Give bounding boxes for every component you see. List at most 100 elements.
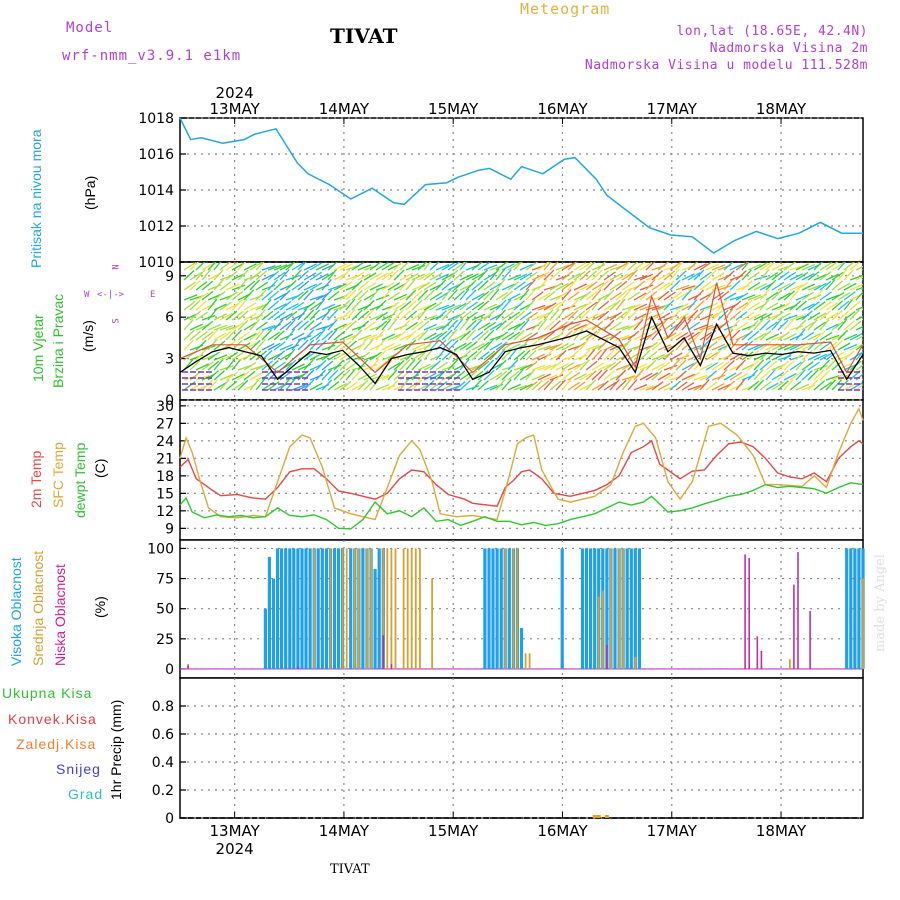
wind-barb xyxy=(795,282,809,291)
wind-barb xyxy=(597,363,611,371)
wind-barb xyxy=(249,314,264,321)
wind-barb xyxy=(183,294,198,301)
wind-barb xyxy=(261,310,274,321)
wind-barb xyxy=(399,279,410,291)
wind-barb xyxy=(825,359,837,371)
wind-barb xyxy=(375,338,386,351)
wind-barb xyxy=(255,281,269,291)
wind-barb xyxy=(633,318,644,331)
wind-barb xyxy=(567,309,579,321)
wind-barb xyxy=(657,272,671,281)
wind-barb xyxy=(795,328,806,341)
wind-barb xyxy=(249,330,262,341)
wind-barb xyxy=(657,262,670,271)
wind-barb xyxy=(651,321,664,331)
wind-barb xyxy=(783,271,797,281)
wind-barb xyxy=(729,263,743,271)
wind-barb xyxy=(783,314,798,321)
wind-barb xyxy=(807,271,820,281)
wind-barb xyxy=(573,354,588,361)
wind-barb xyxy=(813,301,826,311)
wind-barb xyxy=(465,319,477,331)
wind-barb xyxy=(273,361,286,371)
ytick-label: 12 xyxy=(156,504,174,520)
wind-barb xyxy=(375,272,389,281)
wind-barb xyxy=(183,313,197,321)
wind-barb xyxy=(729,371,743,381)
cloud-mid-bar xyxy=(366,548,368,669)
wind-barb xyxy=(819,381,833,391)
wind-barb xyxy=(207,323,222,331)
precip-snow-label: Snijeg xyxy=(56,761,101,777)
wind-barb xyxy=(633,274,648,281)
wind-barb xyxy=(477,300,490,311)
wind-barb xyxy=(711,284,726,291)
wind-barb xyxy=(483,289,495,301)
wind-barb xyxy=(549,374,564,381)
wind-barb xyxy=(387,282,401,291)
wind-barb xyxy=(657,372,671,381)
wind-barb xyxy=(741,280,753,291)
wind-barb xyxy=(801,361,814,371)
wind-barb xyxy=(555,299,567,311)
wind-barb xyxy=(723,278,734,291)
wind-barb xyxy=(681,382,695,391)
wind-barb xyxy=(339,351,352,361)
wind-barb xyxy=(519,332,533,341)
wind-barb xyxy=(243,342,257,351)
wind-barb xyxy=(813,288,824,301)
wind-barb xyxy=(669,279,681,291)
wind-barb xyxy=(279,320,292,331)
wind-barb xyxy=(795,272,809,281)
wind-barb xyxy=(195,292,209,301)
wind-barb xyxy=(333,370,345,381)
wind-barb xyxy=(219,262,232,271)
wind-barb xyxy=(663,371,676,381)
wind-barb xyxy=(417,363,431,371)
cloud-high-bar xyxy=(491,548,495,669)
ytick-label: 21 xyxy=(156,451,174,467)
wind-barb xyxy=(735,311,748,321)
wind-barb xyxy=(375,349,387,361)
wind-barb xyxy=(435,348,446,361)
wind-barb xyxy=(687,298,698,311)
wind-barb xyxy=(387,379,399,391)
wind-barb xyxy=(297,308,308,321)
wind-barb xyxy=(609,360,622,371)
cloud-high-bar xyxy=(613,548,617,669)
wind-barb xyxy=(231,290,244,301)
wind-barb xyxy=(675,338,686,351)
cloud-mid-bar xyxy=(618,548,620,669)
wind-barb xyxy=(597,310,610,321)
wind-barb xyxy=(339,263,353,271)
wind-barb xyxy=(639,349,651,361)
cloud-high-bar xyxy=(284,548,288,669)
cloud-high-bar xyxy=(361,548,365,669)
wind-barb xyxy=(363,300,375,311)
wind-barb xyxy=(417,304,432,311)
wind-barb xyxy=(321,279,332,291)
wind-barb xyxy=(573,293,588,301)
cloud-high-bar xyxy=(483,548,487,669)
wind-barb xyxy=(627,378,638,391)
wind-barb xyxy=(363,379,375,391)
wind-barb xyxy=(633,280,646,291)
wind-barb xyxy=(513,310,526,321)
wind-barb xyxy=(585,344,600,351)
wind-barb xyxy=(429,332,443,341)
cloud-mid-bar xyxy=(528,653,531,669)
wind-barb xyxy=(285,375,300,381)
wind-barb xyxy=(819,359,831,371)
wind-barb xyxy=(213,324,228,331)
wind-barb xyxy=(573,310,586,321)
wind-barb xyxy=(297,320,310,331)
wind-barb xyxy=(861,358,863,361)
wind-barb xyxy=(519,263,534,271)
wind-barb xyxy=(537,318,548,331)
wind-barb xyxy=(495,331,508,341)
wind-barb xyxy=(543,302,557,311)
wind-barb xyxy=(759,330,772,341)
cloud-high-bar xyxy=(584,548,589,669)
wind-barb xyxy=(831,292,845,301)
